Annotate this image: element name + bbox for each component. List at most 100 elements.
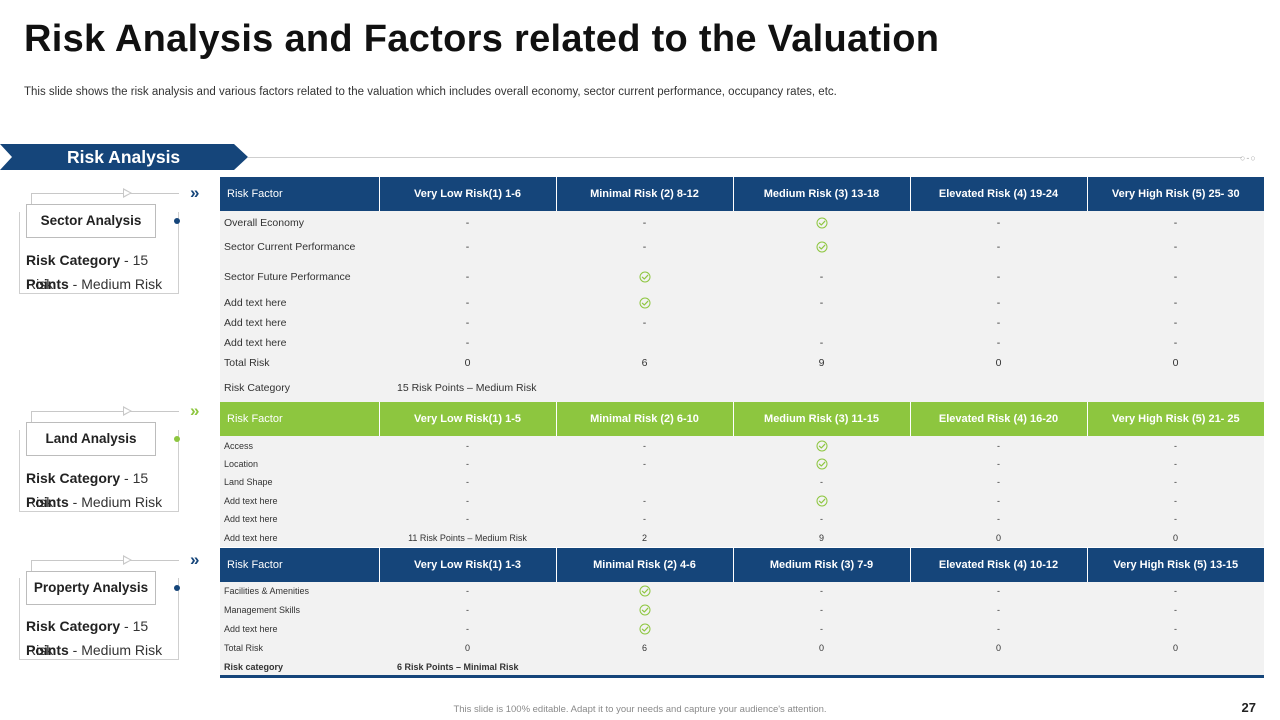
risk-cell: - <box>819 270 824 283</box>
risk-cell: - <box>997 440 1000 451</box>
check-circle-icon <box>556 293 733 313</box>
risk-cell: - <box>466 514 469 524</box>
column-header: Very Low Risk(1) 1-5 <box>378 402 556 436</box>
sector-analysis-card: Risk Category - 15 Risk Points - Medium … <box>19 212 179 294</box>
column-header: Elevated Risk (4) 10-12 <box>909 548 1087 582</box>
risk-cell: - <box>1174 477 1177 487</box>
table-bottom-rule <box>220 675 1264 678</box>
property-risk-points: Points - Medium Risk <box>26 642 163 658</box>
risk-factor-name: Facilities & Amenities <box>224 586 310 596</box>
column-header: Elevated Risk (4) 19-24 <box>909 177 1087 211</box>
column-header: Very High Risk (5) 25- 30 <box>1086 177 1264 211</box>
check-circle-icon <box>556 582 733 600</box>
risk-cell: - <box>997 604 1000 615</box>
risk-cell: - <box>466 477 469 487</box>
table-row: Sector Future Performance - - - - <box>220 260 1264 293</box>
risk-cell: 0 <box>1172 642 1178 653</box>
risk-cell: - <box>997 495 1000 506</box>
property-analysis-card: Risk Category - 15 Risk Points - Medium … <box>19 578 179 660</box>
risk-cell: - <box>820 586 823 596</box>
column-header: Minimal Risk (2) 6-10 <box>555 402 733 436</box>
risk-factor-name: Management Skills <box>224 604 301 615</box>
column-header: Medium Risk (3) 7-9 <box>732 548 910 582</box>
risk-cell <box>556 333 733 353</box>
table-header-row: Risk Factor Very Low Risk(1) 1-3 Minimal… <box>220 548 1264 582</box>
double-chevron-right-icon: » <box>190 183 200 202</box>
risk-cell: - <box>1174 514 1177 524</box>
land-bullet-dot <box>174 436 180 442</box>
risk-cell: - <box>465 216 470 229</box>
risk-cell: - <box>997 514 1000 524</box>
risk-cell: - <box>643 440 646 451</box>
risk-cell: - <box>1173 270 1178 283</box>
check-circle-icon <box>556 619 733 638</box>
table-row: Facilities & Amenities - - - - <box>220 582 1264 600</box>
risk-category-row: Risk Category 15 Risk Points – Medium Ri… <box>220 373 1264 402</box>
table-row: Location - - - - <box>220 455 1264 473</box>
column-header: Medium Risk (3) 11-15 <box>732 402 910 436</box>
risk-factor-name: Total Risk <box>224 642 264 653</box>
check-circle-icon <box>733 234 910 260</box>
risk-cell: - <box>1173 297 1178 309</box>
risk-cell: - <box>1174 459 1177 469</box>
risk-factor-name: Add text here <box>224 337 287 349</box>
double-chevron-right-icon: » <box>190 401 200 420</box>
risk-cell: - <box>819 337 824 349</box>
risk-cell: - <box>997 477 1000 487</box>
risk-cell: - <box>643 514 646 524</box>
risk-cell: - <box>643 459 646 469</box>
risk-factor-name: Sector Future Performance <box>224 270 351 283</box>
check-circle-icon <box>556 600 733 619</box>
property-risk-table: Risk Factor Very Low Risk(1) 1-3 Minimal… <box>220 548 1264 676</box>
column-header: Medium Risk (3) 13-18 <box>732 177 910 211</box>
risk-cell: - <box>1173 317 1178 329</box>
risk-cell <box>733 313 910 333</box>
risk-cell: - <box>642 241 647 253</box>
column-header: Very Low Risk(1) 1-6 <box>378 177 556 211</box>
column-header: Very Low Risk(1) 1-3 <box>378 548 556 582</box>
check-circle-icon <box>556 260 733 293</box>
risk-factor-name: Add text here <box>224 317 287 329</box>
connector-arrow-icon <box>123 555 132 565</box>
table-row: Total Risk 0 6 9 0 0 <box>220 353 1264 373</box>
risk-cell: - <box>996 297 1001 309</box>
risk-cell: 9 <box>818 357 825 369</box>
table-row: Sector Current Performance - - - - <box>220 234 1264 260</box>
risk-category-label: Risk category <box>224 661 284 672</box>
risk-cell: - <box>820 514 823 524</box>
risk-cell: 2 <box>641 532 647 543</box>
property-risk-category: Risk Category - 15 Risk <box>26 618 149 658</box>
slide-subtitle: This slide shows the risk analysis and v… <box>24 86 837 98</box>
sector-analysis-title: Sector Analysis <box>26 204 156 238</box>
table-row: Total Risk 0 6 0 0 0 <box>220 638 1264 657</box>
check-circle-icon <box>733 436 910 455</box>
risk-cell: - <box>466 604 469 615</box>
sector-risk-category: Risk Category - 15 Risk <box>26 252 149 292</box>
risk-cell: - <box>996 216 1001 229</box>
risk-cell: - <box>997 459 1000 469</box>
risk-cell: - <box>996 317 1001 329</box>
risk-cell: - <box>1174 623 1177 634</box>
column-header: Risk Factor <box>220 548 379 582</box>
check-circle-icon <box>733 211 910 234</box>
table-header-row: Risk Factor Very Low Risk(1) 1-5 Minimal… <box>220 402 1264 436</box>
risk-analysis-banner: Risk Analysis <box>0 144 248 170</box>
table-row: Add text here - - - - - <box>220 510 1264 528</box>
risk-factor-name: Total Risk <box>224 357 270 369</box>
risk-cell: - <box>820 604 823 615</box>
risk-cell: - <box>465 317 470 329</box>
connector-arrow-icon <box>123 406 132 416</box>
risk-cell: - <box>465 270 470 283</box>
connector-arrow-icon <box>123 188 132 198</box>
slide-title: Risk Analysis and Factors related to the… <box>24 18 940 60</box>
risk-cell: - <box>465 241 470 253</box>
risk-cell: - <box>1174 495 1177 506</box>
risk-cell: - <box>642 216 647 229</box>
table-row: Add text here - - - - <box>220 313 1264 333</box>
land-analysis-title: Land Analysis <box>26 422 156 456</box>
risk-cell: - <box>466 440 469 451</box>
column-header: Very High Risk (5) 13-15 <box>1086 548 1264 582</box>
risk-factor-name: Access <box>224 440 254 451</box>
column-header: Risk Factor <box>220 402 379 436</box>
risk-analysis-banner-label: Risk Analysis <box>67 147 181 167</box>
